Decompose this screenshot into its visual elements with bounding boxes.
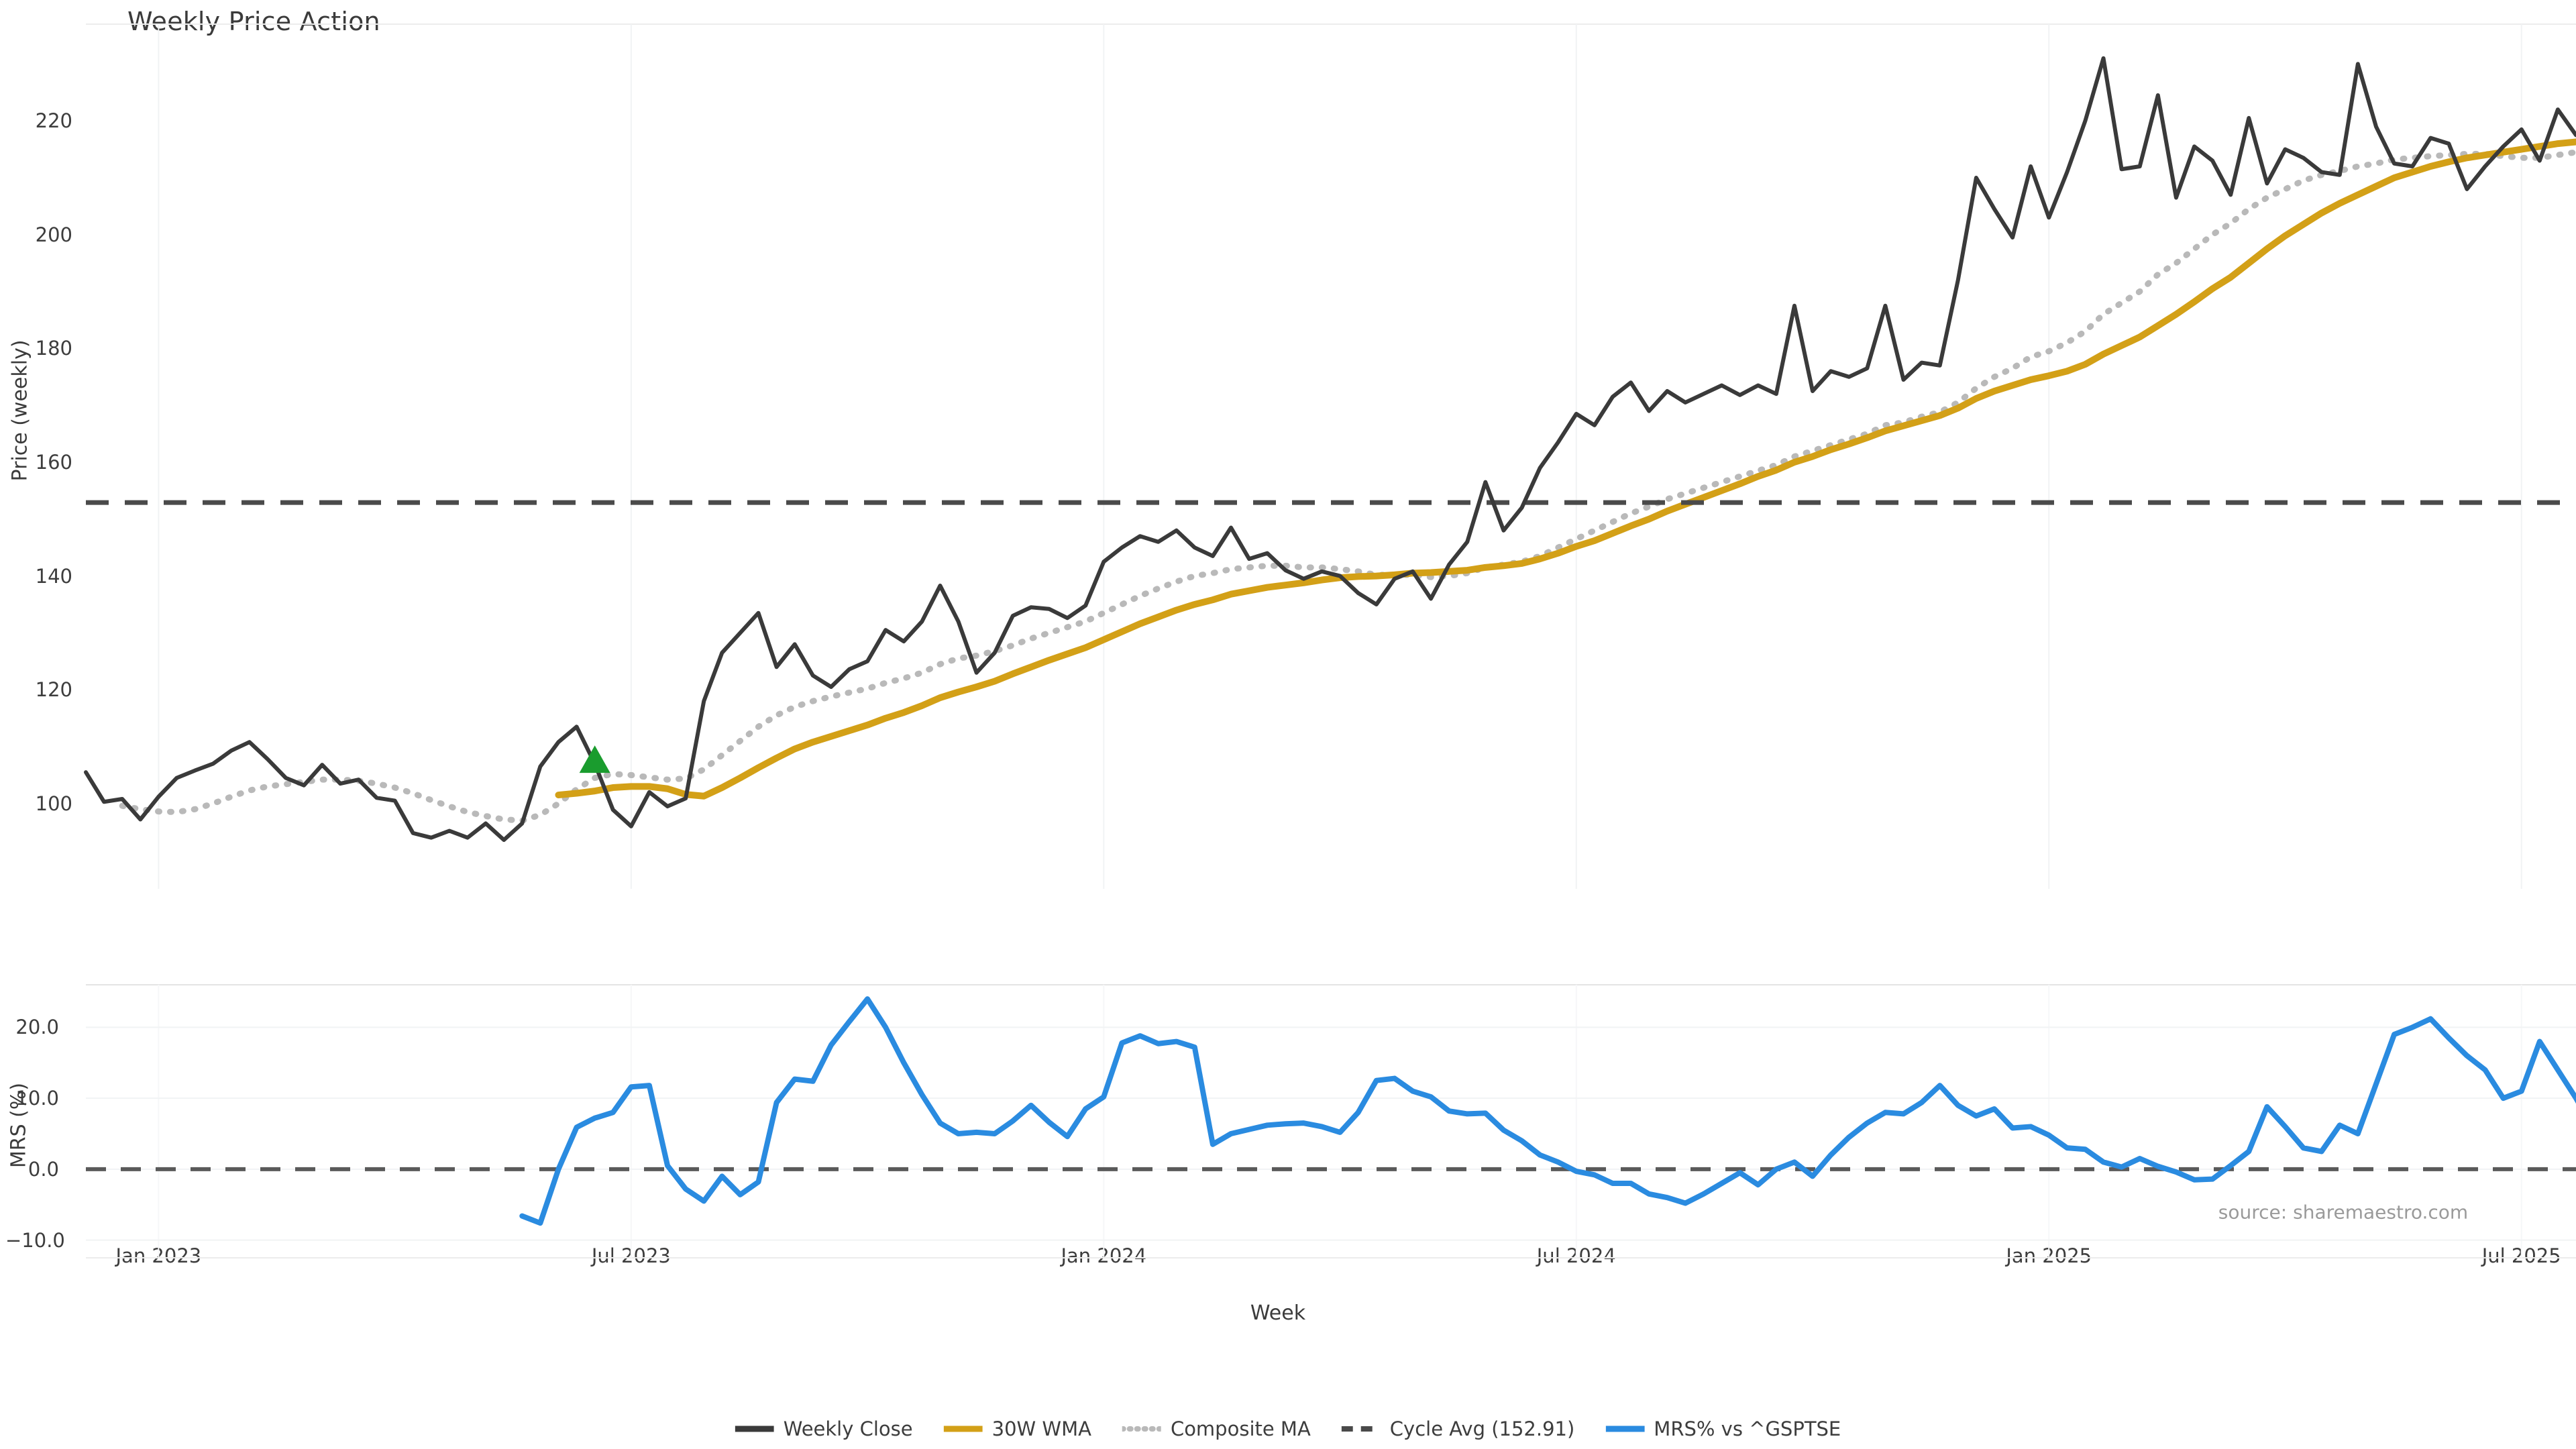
- legend-item-4[interactable]: MRS% vs ^GSPTSE: [1605, 1417, 1841, 1440]
- series-weekly-close: [84, 56, 2576, 843]
- mrs-ytick-1: 0.0: [28, 1157, 59, 1181]
- legend-label: Composite MA: [1170, 1417, 1311, 1440]
- legend-item-1[interactable]: 30W WMA: [943, 1417, 1091, 1440]
- legend-item-0[interactable]: Weekly Close: [735, 1417, 913, 1440]
- source-watermark: source: sharemaestro.com: [2218, 1201, 2469, 1224]
- legend-label: MRS% vs ^GSPTSE: [1654, 1417, 1841, 1440]
- price-ytick-200: 200: [35, 223, 72, 246]
- legend-item-2[interactable]: Composite MA: [1122, 1417, 1311, 1440]
- legend-swatch-icon: [943, 1424, 983, 1434]
- buy-signal-marker-0[interactable]: [579, 745, 610, 773]
- chart-legend: Weekly Close 30W WMA Composite MA Cycle Avg…: [735, 1417, 1841, 1440]
- series-30w-wma: [555, 138, 2576, 800]
- mrs-ytick-3: 20.0: [15, 1016, 59, 1039]
- mrs-ytick-2: 10.0: [15, 1087, 59, 1110]
- price-ytick-100: 100: [35, 792, 72, 815]
- legend-label: Weekly Close: [783, 1417, 913, 1440]
- legend-swatch-icon: [735, 1424, 774, 1434]
- legend-swatch-icon: [1341, 1424, 1381, 1434]
- series-composite-ma: [119, 149, 2576, 824]
- price-ytick-220: 220: [35, 109, 72, 133]
- series-mrs-pct: [519, 996, 2576, 1226]
- legend-label: Cycle Avg (152.91): [1389, 1417, 1575, 1440]
- legend-swatch-icon: [1122, 1424, 1161, 1434]
- legend-item-3[interactable]: Cycle Avg (152.91): [1341, 1417, 1575, 1440]
- legend-label: 30W WMA: [991, 1417, 1091, 1440]
- page-title: Weekly Price Action: [127, 7, 380, 36]
- x-axis-label: Week: [1250, 1301, 1306, 1325]
- price-ytick-180: 180: [35, 337, 72, 360]
- legend-swatch-icon: [1605, 1424, 1645, 1434]
- price-ytick-120: 120: [35, 678, 72, 702]
- price-ytick-160: 160: [35, 450, 72, 474]
- mrs-ytick-0: −10.0: [5, 1228, 65, 1252]
- price-ytick-140: 140: [35, 564, 72, 588]
